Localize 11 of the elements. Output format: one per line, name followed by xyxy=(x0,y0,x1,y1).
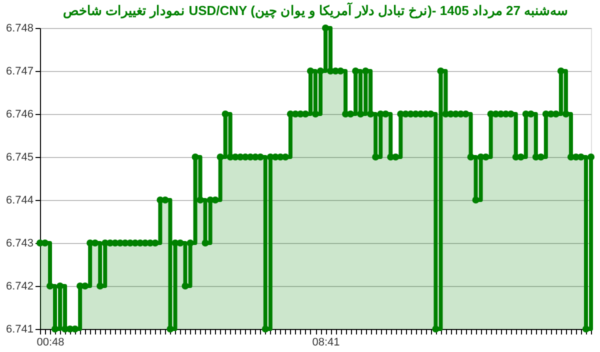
x-tick-label: 08:41 xyxy=(312,336,340,348)
x-tick-label: 00:48 xyxy=(36,336,64,348)
y-tick-label: 6.745 xyxy=(6,152,34,164)
y-tick-label: 6.744 xyxy=(6,194,34,206)
y-tick-label: 6.746 xyxy=(6,108,34,120)
y-tick-label: 6.741 xyxy=(6,324,34,336)
y-tick-label: 6.748 xyxy=(6,22,34,34)
y-tick-label: 6.743 xyxy=(6,238,34,250)
chart-title: نمودار تغییرات شاخص USD/CNY (نرخ تبادل دلار آمریکا و یوان چین)- سه‌شنبه 27 مرداد 1405 xyxy=(62,2,568,19)
y-tick-label: 6.747 xyxy=(6,66,34,78)
y-tick-label: 6.742 xyxy=(6,280,34,292)
